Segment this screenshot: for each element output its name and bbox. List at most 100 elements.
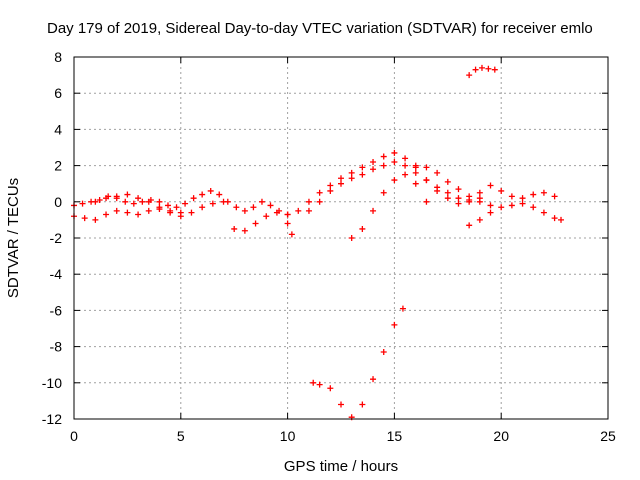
data-point bbox=[305, 207, 312, 214]
data-point bbox=[233, 204, 240, 211]
data-point bbox=[402, 171, 409, 178]
data-point bbox=[167, 207, 174, 214]
data-point bbox=[519, 195, 526, 202]
y-tick-label: 4 bbox=[54, 121, 62, 137]
data-point bbox=[455, 200, 462, 207]
data-point bbox=[124, 209, 131, 216]
data-point bbox=[540, 209, 547, 216]
data-point bbox=[466, 198, 473, 205]
data-point bbox=[316, 198, 323, 205]
data-point bbox=[370, 158, 377, 165]
data-point bbox=[455, 186, 462, 193]
x-axis-label: GPS time / hours bbox=[284, 458, 398, 475]
data-point bbox=[391, 321, 398, 328]
data-point bbox=[412, 162, 419, 169]
y-tick-label: -8 bbox=[50, 339, 63, 355]
data-point bbox=[92, 216, 99, 223]
marks-layer bbox=[71, 64, 565, 421]
data-point bbox=[295, 207, 302, 214]
data-point bbox=[412, 180, 419, 187]
data-point bbox=[487, 182, 494, 189]
data-point bbox=[444, 189, 451, 196]
satellite-track-4 bbox=[231, 209, 295, 238]
x-tick-label: 20 bbox=[493, 428, 509, 444]
data-point bbox=[305, 198, 312, 205]
data-point bbox=[288, 231, 295, 238]
data-point bbox=[348, 169, 355, 176]
data-point bbox=[130, 200, 137, 207]
data-point bbox=[359, 164, 366, 171]
x-tick-label: 15 bbox=[387, 428, 403, 444]
data-point bbox=[359, 225, 366, 232]
data-point bbox=[466, 222, 473, 229]
data-point bbox=[81, 215, 88, 222]
data-point bbox=[444, 178, 451, 185]
data-point bbox=[241, 207, 248, 214]
data-point bbox=[199, 191, 206, 198]
data-point bbox=[92, 198, 99, 205]
satellite-track-5 bbox=[284, 149, 558, 218]
data-point bbox=[188, 209, 195, 216]
satellite-track-7 bbox=[348, 171, 430, 241]
data-point bbox=[96, 196, 103, 203]
data-point bbox=[487, 209, 494, 216]
data-point bbox=[455, 195, 462, 202]
data-point bbox=[182, 200, 189, 207]
data-point bbox=[391, 158, 398, 165]
data-point bbox=[476, 189, 483, 196]
data-point bbox=[156, 204, 163, 211]
data-point bbox=[359, 401, 366, 408]
axis-layer: 0 5 10 15 20 25 -12 -10 -8 -6 -4 -2 0 2 4 6 8 bbox=[42, 49, 616, 444]
data-point bbox=[444, 195, 451, 202]
satellite-track-6 bbox=[305, 158, 483, 214]
satellite-track-8 bbox=[412, 162, 565, 223]
data-point bbox=[402, 162, 409, 169]
data-point bbox=[551, 193, 558, 200]
data-point bbox=[79, 200, 86, 207]
data-point bbox=[327, 187, 334, 194]
data-point bbox=[263, 213, 270, 220]
satellite-track-11 bbox=[310, 305, 406, 421]
data-point bbox=[103, 211, 110, 218]
data-point bbox=[113, 207, 120, 214]
data-point bbox=[338, 180, 344, 187]
data-point bbox=[399, 305, 406, 312]
data-point bbox=[434, 184, 441, 191]
satellite-track-9 bbox=[466, 209, 494, 229]
data-point bbox=[190, 195, 197, 202]
data-point bbox=[491, 66, 498, 73]
data-point bbox=[476, 216, 483, 223]
data-point bbox=[498, 204, 505, 211]
data-point bbox=[423, 177, 430, 184]
data-point bbox=[558, 216, 565, 223]
data-point bbox=[327, 182, 334, 189]
data-point bbox=[252, 220, 259, 227]
data-point bbox=[466, 72, 473, 79]
data-point bbox=[380, 189, 387, 196]
data-point bbox=[434, 169, 441, 176]
data-point bbox=[487, 202, 494, 209]
data-point bbox=[207, 187, 214, 194]
data-point bbox=[338, 175, 344, 182]
data-point bbox=[135, 195, 142, 202]
data-point bbox=[498, 187, 505, 194]
data-point bbox=[508, 193, 515, 200]
data-point bbox=[402, 155, 409, 162]
data-point bbox=[199, 204, 206, 211]
data-point bbox=[380, 349, 387, 356]
data-point bbox=[472, 66, 479, 73]
data-point bbox=[359, 171, 366, 178]
data-point bbox=[173, 204, 180, 211]
x-tick-label: 0 bbox=[70, 428, 78, 444]
data-point bbox=[519, 200, 526, 207]
data-point bbox=[284, 220, 291, 227]
data-point bbox=[103, 195, 110, 202]
data-point bbox=[284, 211, 291, 218]
data-point bbox=[267, 202, 274, 209]
satellite-track-3 bbox=[92, 191, 184, 216]
data-point bbox=[124, 191, 131, 198]
y-tick-label: -2 bbox=[50, 230, 63, 246]
satellite-track-2 bbox=[71, 198, 227, 223]
